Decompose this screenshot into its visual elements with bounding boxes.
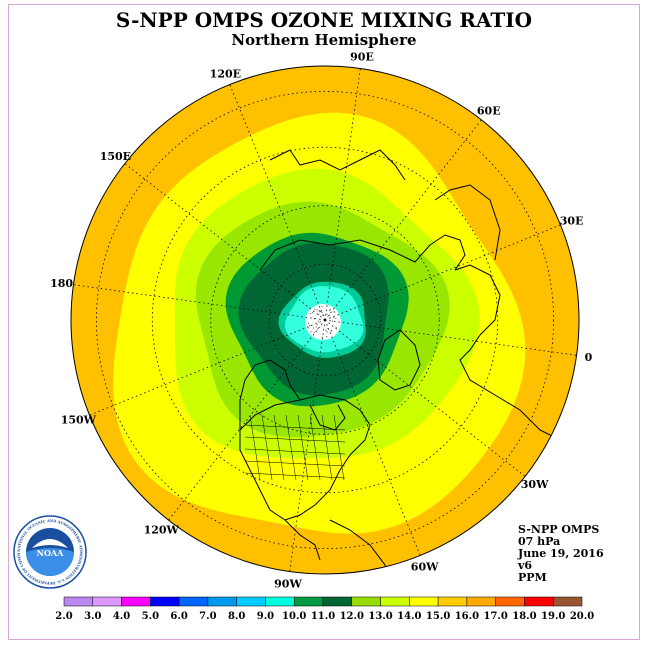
no-data-dot: [318, 311, 319, 312]
lon-label-60e: 60E: [477, 104, 501, 117]
no-data-dot: [321, 312, 322, 313]
colorbar-swatch: [352, 597, 381, 606]
no-data-dot: [317, 309, 318, 310]
colorbar-label: 8.0: [228, 611, 245, 622]
info-block: S-NPP OMPS 07 hPa June 19, 2016 v6 PPM: [518, 524, 604, 584]
no-data-dot: [310, 313, 311, 314]
no-data-dot: [326, 336, 327, 337]
no-data-dot: [335, 327, 336, 328]
no-data-dot: [335, 318, 336, 319]
no-data-dot: [326, 314, 327, 315]
lon-label-90w: 90W: [274, 577, 302, 590]
no-data-dot: [309, 325, 310, 326]
colorbar-swatch: [323, 597, 352, 606]
no-data-dot: [333, 317, 334, 318]
no-data-dot: [317, 324, 318, 325]
colorbar-swatch: [524, 597, 553, 606]
colorbar: 2.0 3.0 4.0 5.0 6.0 7.0 8.0 9.0 10.0 11.0 12.0 13.0…: [55, 597, 594, 622]
colorbar-label: 2.0: [55, 611, 72, 622]
lon-label-60w: 60W: [411, 561, 439, 574]
colorbar-label: 4.0: [113, 611, 130, 622]
colorbar-swatch: [438, 597, 467, 606]
colorbar-label: 19.0: [541, 611, 565, 622]
no-data-dot: [332, 320, 333, 321]
lon-label-30e: 30E: [560, 214, 584, 227]
colorbar-label: 11.0: [311, 611, 335, 622]
no-data-dot: [321, 306, 322, 307]
colorbar-label: 9.0: [257, 611, 274, 622]
colorbar-swatch: [409, 597, 438, 606]
no-data-dot: [317, 328, 318, 329]
colorbar-label: 10.0: [282, 611, 306, 622]
no-data-dot: [326, 331, 327, 332]
colorbar-swatch: [381, 597, 410, 606]
lon-label-90e: 90E: [350, 51, 374, 64]
lon-label-150w: 150W: [61, 414, 97, 427]
no-data-dot: [326, 330, 327, 331]
colorbar-swatch: [150, 597, 179, 606]
colorbar-swatch: [179, 597, 208, 606]
lon-label-120w: 120W: [144, 524, 180, 537]
no-data-dot: [319, 310, 320, 311]
logo-text: NOAA: [37, 548, 64, 558]
no-data-dot: [318, 320, 319, 321]
colorbar-label: 5.0: [142, 611, 159, 622]
colorbar-swatch: [294, 597, 323, 606]
colorbar-label: 20.0: [570, 611, 594, 622]
lon-label-120e: 120E: [210, 67, 241, 80]
colorbar-swatch: [496, 597, 525, 606]
colorbar-swatch: [122, 597, 151, 606]
no-data-dot: [316, 326, 317, 327]
colorbar-label: 6.0: [170, 611, 187, 622]
no-data-dot: [314, 309, 315, 310]
no-data-dot: [329, 314, 330, 315]
no-data-dot: [329, 310, 330, 311]
colorbar-label: 7.0: [199, 611, 216, 622]
colorbar-swatch: [64, 597, 93, 606]
colorbar-label: 15.0: [426, 611, 450, 622]
no-data-dot: [330, 309, 331, 310]
no-data-dot: [318, 314, 319, 315]
colorbar-swatch: [553, 597, 582, 606]
colorbar-label: 12.0: [340, 611, 364, 622]
colorbar-swatch: [265, 597, 294, 606]
colorbar-label: 16.0: [455, 611, 479, 622]
no-data-dot: [310, 331, 311, 332]
colorbar-swatch: [93, 597, 122, 606]
no-data-dot: [321, 337, 322, 338]
colorbar-label: 13.0: [368, 611, 392, 622]
lon-label-0: 0: [585, 351, 593, 364]
lon-label-180: 180: [50, 277, 73, 290]
lon-label-150e: 150E: [100, 150, 131, 163]
no-data-dot: [334, 312, 335, 313]
colorbar-label: 18.0: [512, 611, 536, 622]
no-data-dot: [308, 327, 309, 328]
no-data-dot: [331, 331, 332, 332]
no-data-dot: [313, 327, 314, 328]
colorbar-label: 14.0: [397, 611, 421, 622]
colorbar-label: 3.0: [84, 611, 101, 622]
no-data-dot: [314, 332, 315, 333]
colorbar-swatch: [208, 597, 237, 606]
no-data-dot: [308, 323, 309, 324]
logo-ring-text: NATIONAL OCEANIC AND ATMOSPHERIC ADMINIS…: [0, 0, 83, 585]
no-data-dot: [312, 312, 313, 313]
colorbar-swatch: [467, 597, 496, 606]
info-units: PPM: [518, 572, 604, 584]
colorbar-label: 17.0: [483, 611, 507, 622]
lon-label-30w: 30W: [521, 478, 549, 491]
colorbar-swatch: [237, 597, 266, 606]
